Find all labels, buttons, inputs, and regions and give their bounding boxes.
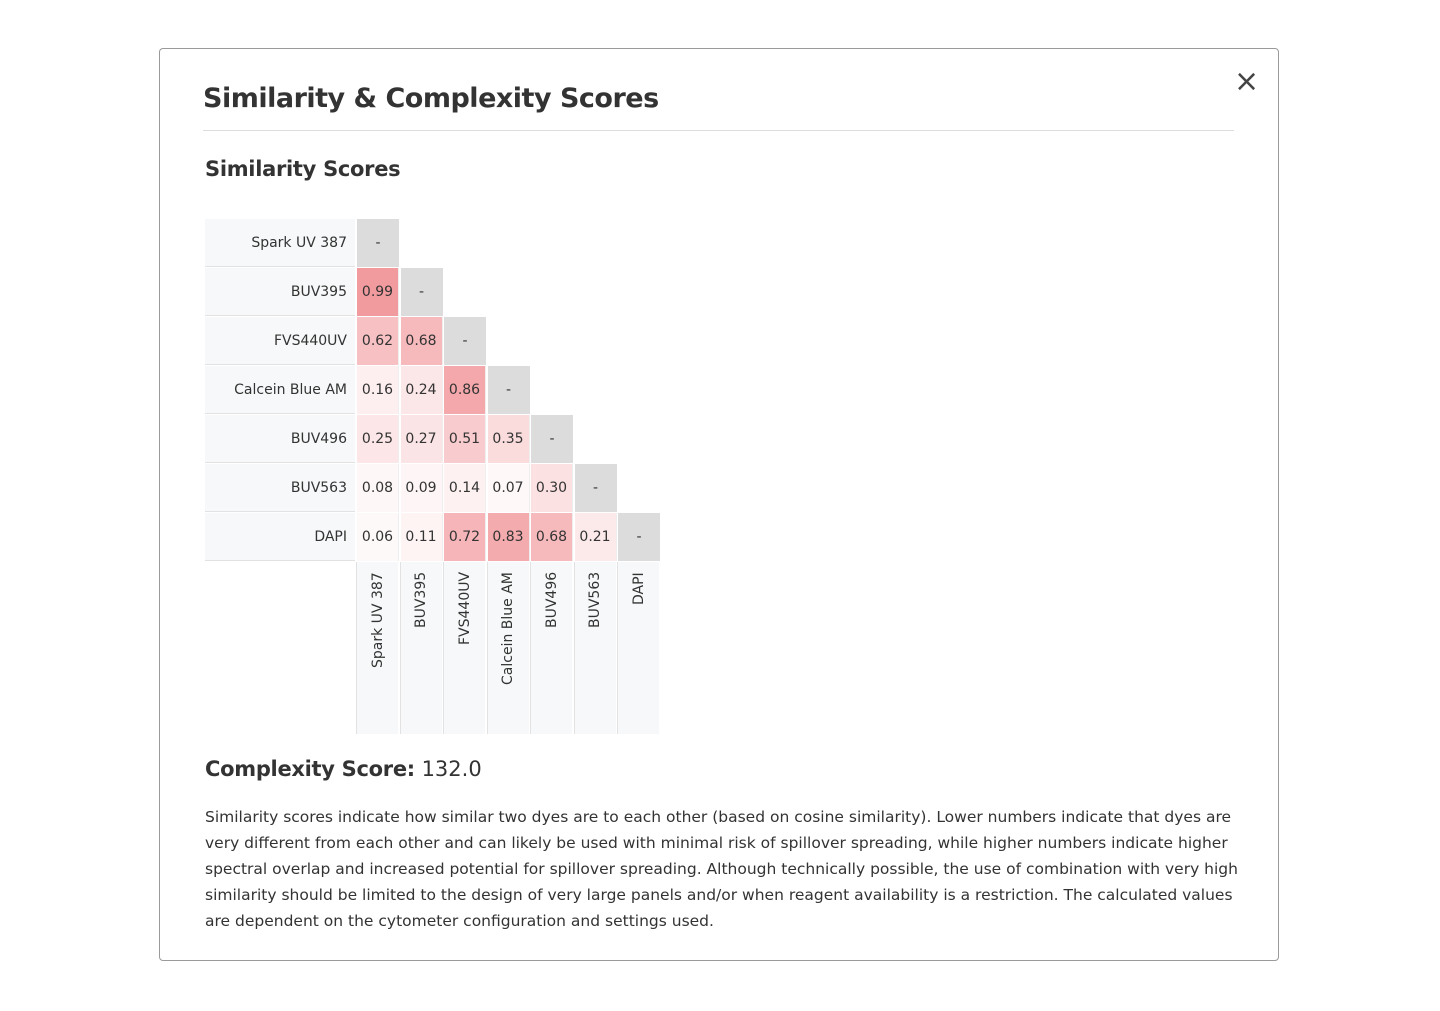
- similarity-cell: 0.62: [357, 317, 399, 365]
- similarity-cell: 0.68: [531, 513, 573, 561]
- description: Similarity scores indicate how similar t…: [205, 808, 1238, 930]
- row-label: BUV563: [205, 464, 355, 512]
- similarity-cell: 0.14: [444, 464, 486, 512]
- column-label: Spark UV 387: [356, 562, 398, 734]
- column-label: BUV563: [573, 562, 616, 734]
- column-label: FVS440UV: [443, 562, 485, 734]
- row-label: BUV496: [205, 415, 355, 463]
- row-label: Calcein Blue AM: [205, 366, 355, 414]
- similarity-cell: 0.09: [400, 464, 443, 512]
- similarity-cell: 0.30: [531, 464, 573, 512]
- row-label: Spark UV 387: [205, 219, 355, 267]
- column-label: BUV395: [399, 562, 442, 734]
- diagonal-cell: -: [444, 317, 486, 365]
- similarity-matrix: Spark UV 387- Spark UV 387 BUV395 0.99- BUV3…: [205, 219, 665, 739]
- similarity-cell: 0.25: [357, 415, 399, 463]
- similarity-cell: 0.21: [574, 513, 617, 561]
- similarity-cell: 0.08: [357, 464, 399, 512]
- row-label: BUV395: [205, 268, 355, 316]
- complexity-label: Complexity Score:: [205, 757, 415, 781]
- similarity-cell: 0.68: [400, 317, 443, 365]
- complexity-value: 132.0: [421, 757, 482, 781]
- row-label: DAPI: [205, 513, 355, 561]
- modal-title: Similarity & Complexity Scores: [203, 83, 659, 114]
- column-label-text: BUV395: [413, 572, 429, 629]
- similarity-modal: Similarity & Complexity Scores × Similar…: [159, 48, 1279, 961]
- similarity-cell: 0.16: [357, 366, 399, 414]
- complexity-score: Complexity Score: 132.0: [205, 757, 482, 781]
- column-label: Calcein Blue AM: [486, 562, 529, 734]
- similarity-cell: 0.35: [487, 415, 530, 463]
- similarity-cell: 0.27: [400, 415, 443, 463]
- column-label-text: BUV563: [587, 572, 603, 629]
- similarity-cell: 0.51: [444, 415, 486, 463]
- divider: [203, 130, 1234, 131]
- diagonal-cell: -: [618, 513, 660, 561]
- section-title: Similarity Scores: [205, 157, 401, 181]
- column-label: BUV496: [530, 562, 572, 734]
- similarity-cell: 0.06: [357, 513, 399, 561]
- diagonal-cell: -: [531, 415, 573, 463]
- diagonal-cell: -: [400, 268, 443, 316]
- column-label-text: Calcein Blue AM: [500, 572, 516, 685]
- similarity-cell: 0.99: [357, 268, 399, 316]
- diagonal-cell: -: [487, 366, 530, 414]
- similarity-cell: 0.83: [487, 513, 530, 561]
- similarity-cell: 0.86: [444, 366, 486, 414]
- similarity-cell: 0.72: [444, 513, 486, 561]
- column-label-text: BUV496: [543, 572, 560, 629]
- diagonal-cell: -: [357, 219, 399, 267]
- column-label-text: DAPI: [630, 572, 647, 605]
- row-label: FVS440UV: [205, 317, 355, 365]
- column-label-text: FVS440UV: [456, 572, 473, 646]
- column-label: DAPI: [617, 562, 659, 734]
- column-label-text: Spark UV 387: [369, 572, 386, 668]
- similarity-cell: 0.11: [400, 513, 443, 561]
- similarity-cell: 0.07: [487, 464, 530, 512]
- diagonal-cell: -: [574, 464, 617, 512]
- similarity-cell: 0.24: [400, 366, 443, 414]
- close-icon[interactable]: ×: [1234, 64, 1260, 99]
